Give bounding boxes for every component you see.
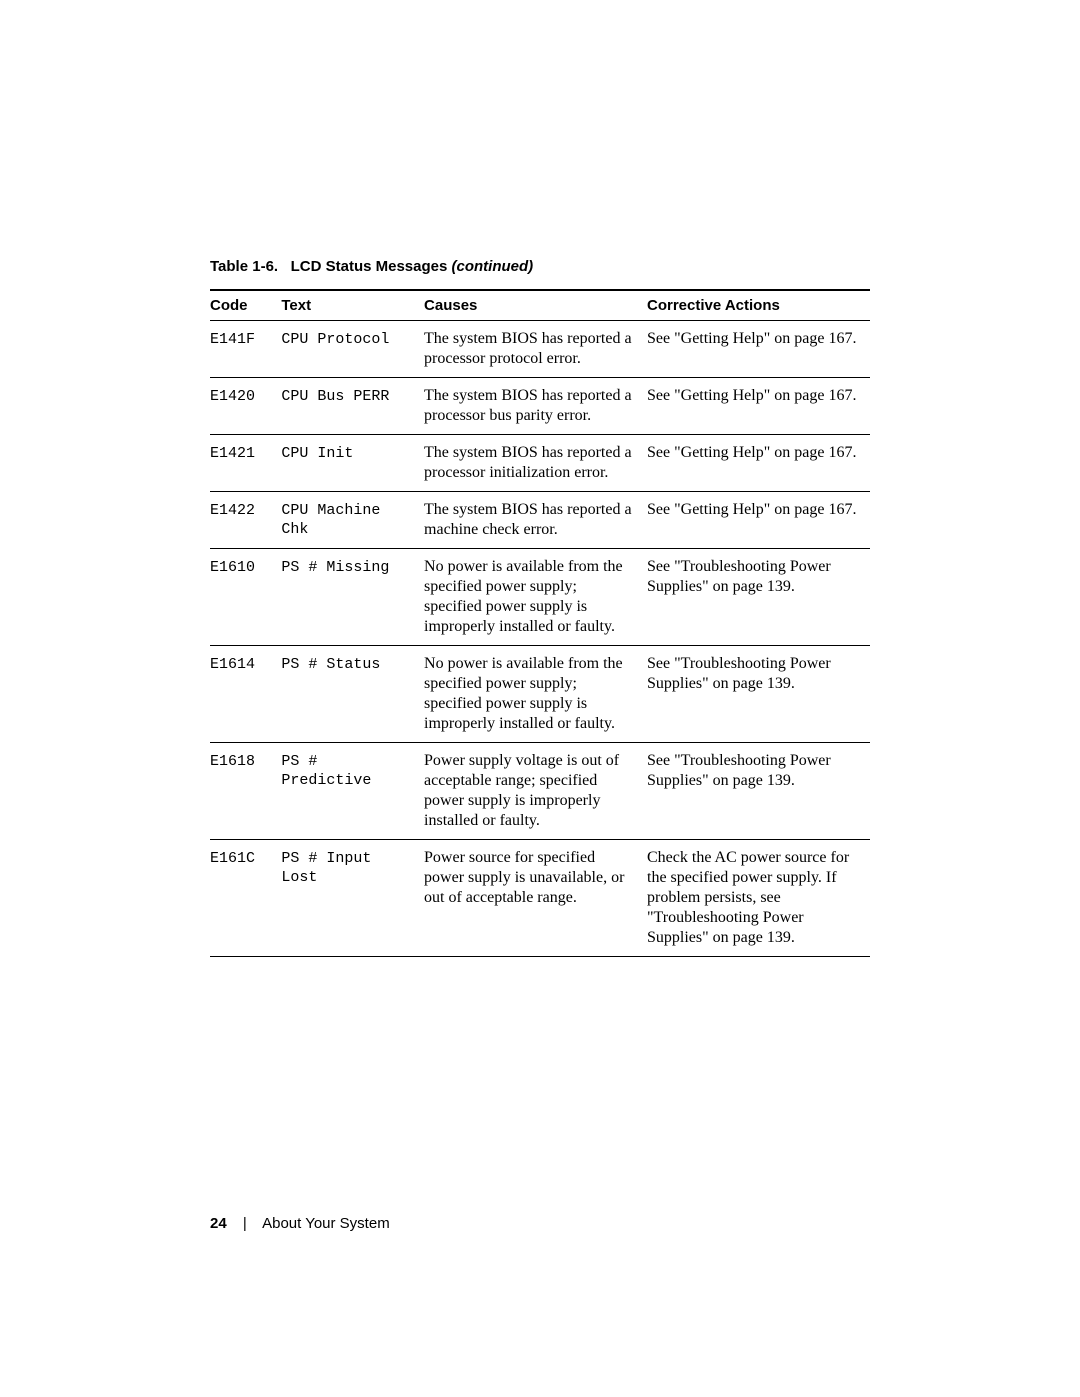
- table-row: E1610 PS # Missing No power is available…: [210, 549, 870, 646]
- cell-causes: No power is available from the specified…: [424, 646, 647, 743]
- cell-actions: See "Getting Help" on page 167.: [647, 378, 870, 435]
- page-number: 24: [210, 1215, 227, 1232]
- table-caption: Table 1-6. LCD Status Messages (continue…: [210, 258, 870, 275]
- table-header-row: Code Text Causes Corrective Actions: [210, 290, 870, 321]
- cell-code: E1422: [210, 492, 281, 549]
- cell-actions: See "Getting Help" on page 167.: [647, 435, 870, 492]
- cell-text: CPU Init: [281, 435, 424, 492]
- table-row: E1421 CPU Init The system BIOS has repor…: [210, 435, 870, 492]
- col-header-causes: Causes: [424, 290, 647, 321]
- cell-code: E161C: [210, 840, 281, 957]
- cell-causes: The system BIOS has reported a processor…: [424, 378, 647, 435]
- cell-text: CPU Machine Chk: [281, 492, 424, 549]
- cell-causes: Power supply voltage is out of acceptabl…: [424, 743, 647, 840]
- page: Table 1-6. LCD Status Messages (continue…: [0, 0, 1080, 1397]
- table-row: E1422 CPU Machine Chk The system BIOS ha…: [210, 492, 870, 549]
- cell-text: PS # Predictive: [281, 743, 424, 840]
- cell-text: PS # Status: [281, 646, 424, 743]
- cell-code: E1421: [210, 435, 281, 492]
- cell-code: E1610: [210, 549, 281, 646]
- cell-code: E1614: [210, 646, 281, 743]
- footer-section-title: About Your System: [262, 1215, 390, 1232]
- cell-causes: The system BIOS has reported a processor…: [424, 321, 647, 378]
- caption-title: LCD Status Messages: [291, 258, 448, 275]
- cell-actions: See "Getting Help" on page 167.: [647, 492, 870, 549]
- table-row: E1614 PS # Status No power is available …: [210, 646, 870, 743]
- cell-actions: See "Getting Help" on page 167.: [647, 321, 870, 378]
- caption-continued: (continued): [452, 258, 534, 275]
- caption-prefix: Table 1-6.: [210, 258, 278, 275]
- cell-causes: The system BIOS has reported a machine c…: [424, 492, 647, 549]
- cell-text: PS # Missing: [281, 549, 424, 646]
- cell-text: CPU Protocol: [281, 321, 424, 378]
- cell-text: CPU Bus PERR: [281, 378, 424, 435]
- table-row: E1618 PS # Predictive Power supply volta…: [210, 743, 870, 840]
- cell-causes: Power source for specified power supply …: [424, 840, 647, 957]
- footer-separator: |: [243, 1215, 247, 1232]
- cell-text: PS # Input Lost: [281, 840, 424, 957]
- page-footer: 24 | About Your System: [210, 1215, 390, 1232]
- col-header-text: Text: [281, 290, 424, 321]
- cell-causes: No power is available from the specified…: [424, 549, 647, 646]
- col-header-actions: Corrective Actions: [647, 290, 870, 321]
- lcd-status-messages-table: Code Text Causes Corrective Actions E141…: [210, 289, 870, 957]
- table-row: E141F CPU Protocol The system BIOS has r…: [210, 321, 870, 378]
- cell-causes: The system BIOS has reported a processor…: [424, 435, 647, 492]
- cell-code: E141F: [210, 321, 281, 378]
- table-row: E1420 CPU Bus PERR The system BIOS has r…: [210, 378, 870, 435]
- table-row: E161C PS # Input Lost Power source for s…: [210, 840, 870, 957]
- table-body: E141F CPU Protocol The system BIOS has r…: [210, 321, 870, 957]
- cell-code: E1420: [210, 378, 281, 435]
- col-header-code: Code: [210, 290, 281, 321]
- cell-actions: See "Troubleshooting Power Supplies" on …: [647, 549, 870, 646]
- cell-code: E1618: [210, 743, 281, 840]
- cell-actions: See "Troubleshooting Power Supplies" on …: [647, 646, 870, 743]
- cell-actions: Check the AC power source for the specif…: [647, 840, 870, 957]
- cell-actions: See "Troubleshooting Power Supplies" on …: [647, 743, 870, 840]
